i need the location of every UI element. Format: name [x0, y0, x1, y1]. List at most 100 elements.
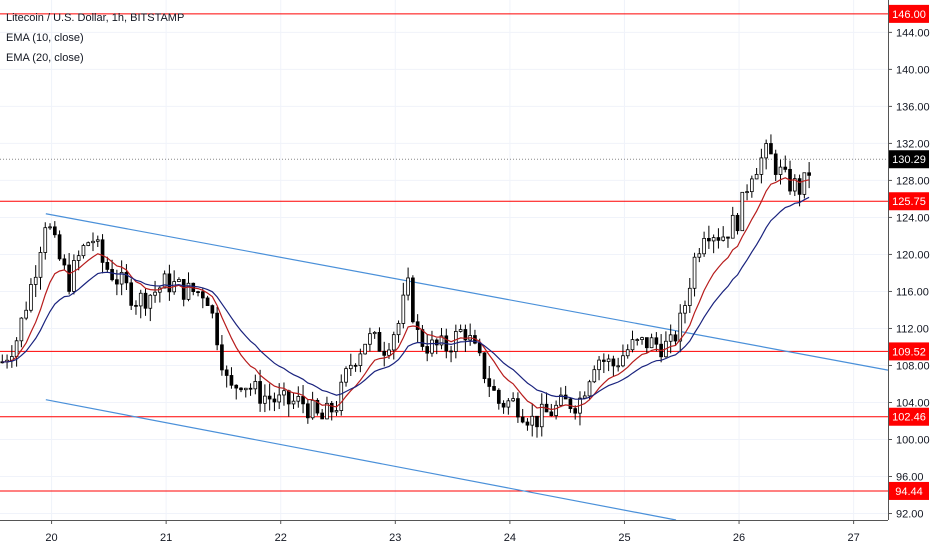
- candle-down: [196, 291, 200, 294]
- candle-up: [24, 309, 28, 319]
- candle-up: [119, 271, 124, 285]
- candle-down: [516, 398, 520, 418]
- price-tick-label: 104.00: [896, 397, 930, 409]
- ema-lines: [2, 177, 810, 411]
- price-tick-label: 136.00: [896, 101, 930, 113]
- candle-up: [48, 226, 52, 229]
- candle-down: [568, 398, 573, 410]
- candle-up: [778, 166, 783, 175]
- time-tick-label: 27: [848, 532, 860, 544]
- price-badges: 146.00 125.75 109.52 102.46 94.44 130.29: [889, 4, 929, 500]
- candle-down: [525, 421, 530, 426]
- candle-up: [177, 279, 181, 282]
- candle-down: [411, 277, 415, 323]
- level-badge-label: 109.52: [892, 346, 926, 358]
- ema-20-label[interactable]: EMA (20, close): [6, 52, 84, 64]
- candle-up: [678, 312, 683, 342]
- candle-down: [420, 329, 425, 347]
- candle-up: [554, 404, 558, 416]
- candle-down: [239, 387, 243, 391]
- candle-down: [477, 342, 482, 354]
- candle-up: [458, 329, 463, 332]
- candle-up: [430, 339, 434, 354]
- candle-down: [100, 239, 105, 263]
- candle-down: [463, 329, 468, 341]
- candle-up: [153, 291, 157, 296]
- candle-up: [649, 337, 654, 349]
- candle-down: [673, 334, 678, 342]
- candle-down: [248, 387, 253, 390]
- candle-up: [606, 358, 611, 362]
- price-tick-label: 140.00: [896, 64, 930, 76]
- chart-grid: [0, 0, 888, 520]
- candle-down: [234, 384, 239, 389]
- candle-down: [492, 386, 496, 391]
- ema-10-label[interactable]: EMA (10, close): [6, 32, 84, 44]
- candle-down: [520, 416, 525, 423]
- candle-down: [602, 359, 606, 362]
- ema-line: [2, 196, 810, 400]
- candle-down: [644, 337, 649, 349]
- symbol-title[interactable]: Litecoin / U.S. Dollar, 1h, BITSTAMP: [6, 12, 185, 24]
- candle-down: [229, 375, 234, 386]
- candle-down: [773, 153, 778, 175]
- candle-up: [630, 339, 635, 351]
- candle-down: [301, 396, 305, 405]
- candle-up: [687, 287, 692, 306]
- price-tick-label: 108.00: [896, 360, 930, 372]
- candle-up: [759, 157, 764, 175]
- trend-channel[interactable]: [45, 213, 889, 521]
- candle-up: [396, 323, 401, 336]
- candle-up: [86, 242, 91, 246]
- horizontal-levels[interactable]: [0, 13, 888, 492]
- candle-down: [110, 269, 114, 281]
- price-axis[interactable]: 92.00 96.00 100.00 104.00 108.00 112.00 116.00…: [888, 0, 930, 521]
- time-tick-label: 26: [733, 532, 745, 544]
- candle-down: [807, 172, 811, 176]
- candle-up: [621, 355, 625, 367]
- candle-up: [792, 178, 797, 192]
- candle-down: [797, 178, 802, 195]
- candle-up: [711, 237, 716, 242]
- candle-down: [57, 234, 62, 260]
- candle-up: [640, 337, 644, 340]
- candle-down: [535, 415, 539, 428]
- candle-up: [14, 340, 19, 357]
- candle-up: [358, 353, 363, 366]
- candles: [0, 134, 811, 438]
- time-axis[interactable]: 20 21 22 23 24 25 26 27: [0, 520, 888, 544]
- candle-down: [496, 389, 501, 404]
- candle-up: [291, 400, 296, 405]
- candle-down: [329, 402, 334, 413]
- level-badge-bg: [889, 4, 929, 23]
- level-badge-bg: [889, 407, 929, 426]
- candle-down: [501, 402, 506, 408]
- candle-down: [67, 264, 71, 292]
- candle-up: [282, 390, 286, 396]
- candle-up: [38, 252, 43, 278]
- time-tick-label: 24: [504, 532, 516, 544]
- candle-up: [702, 237, 706, 255]
- price-tick-label: 120.00: [896, 249, 930, 261]
- candle-up: [72, 260, 76, 292]
- candle-up: [19, 317, 24, 342]
- candle-up: [625, 349, 630, 357]
- candle-down: [205, 297, 210, 306]
- time-tick-label: 22: [275, 532, 287, 544]
- candle-up: [721, 236, 726, 241]
- candle-down: [449, 350, 453, 353]
- candle-down: [306, 403, 310, 419]
- candle-up: [186, 282, 191, 300]
- candle-up: [511, 398, 515, 402]
- price-tick-label: 112.00: [896, 323, 929, 335]
- candle-down: [224, 369, 229, 376]
- candle-down: [726, 236, 730, 239]
- candle-up: [697, 253, 702, 258]
- candle-down: [382, 350, 387, 356]
- candle-up: [582, 395, 587, 399]
- candle-up: [668, 334, 673, 342]
- candle-down: [129, 282, 134, 306]
- candle-up: [635, 339, 640, 341]
- candle-up: [95, 239, 100, 242]
